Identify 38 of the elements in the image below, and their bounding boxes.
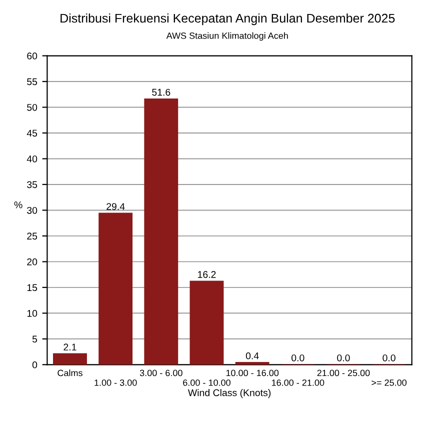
bar <box>190 280 224 365</box>
data-label: 0.0 <box>382 354 396 362</box>
data-label: 51.6 <box>152 88 170 96</box>
y-tick-label: 45 <box>26 130 38 137</box>
bar <box>53 353 87 365</box>
chart-subtitle: AWS Stasiun Klimatologi Aceh <box>166 32 288 41</box>
data-label: 0.0 <box>292 354 304 362</box>
y-tick-label: 25 <box>27 232 38 240</box>
y-tick-label: 35 <box>27 181 38 188</box>
y-tick-label: 30 <box>27 206 38 214</box>
data-label: 2.1 <box>64 344 76 350</box>
y-tick-label: 55 <box>27 78 38 86</box>
x-tick-label: 3.00 - 6.00 <box>140 370 182 376</box>
x-tick-label: 16.00 - 21.00 <box>272 379 324 386</box>
chart-title: Distribusi Frekuensi Kecepatan Angin Bulan Desember 2025 <box>60 13 395 26</box>
data-label: 16.2 <box>198 271 216 278</box>
x-axis-title: Wind Class (Knots) <box>188 389 271 398</box>
data-label: 0.0 <box>337 354 350 362</box>
data-label: 0.4 <box>246 352 259 360</box>
x-tick-label: >= 25.00 <box>372 379 407 386</box>
bar <box>144 98 178 365</box>
y-tick-label: 60 <box>27 52 38 60</box>
y-axis-title: % <box>14 201 22 208</box>
y-tick-label: 10 <box>27 310 38 317</box>
y-tick-label: 0 <box>32 361 38 368</box>
x-tick-label: 10.00 - 16.00 <box>226 370 279 376</box>
y-tick-label: 5 <box>32 336 38 343</box>
bar <box>235 362 270 365</box>
y-tick-label: 20 <box>27 258 38 266</box>
x-tick-label: 21.00 - 25.00 <box>317 370 370 376</box>
bar <box>98 212 133 365</box>
x-tick-label: 1.00 - 3.00 <box>94 379 137 386</box>
y-tick-label: 15 <box>27 284 38 292</box>
x-tick-label: Calms <box>58 370 82 376</box>
y-tick-label: 40 <box>26 155 38 162</box>
x-tick-label: 6.00 - 10.00 <box>183 379 230 386</box>
y-tick-label: 50 <box>27 104 38 111</box>
data-label: 29.4 <box>106 203 125 210</box>
